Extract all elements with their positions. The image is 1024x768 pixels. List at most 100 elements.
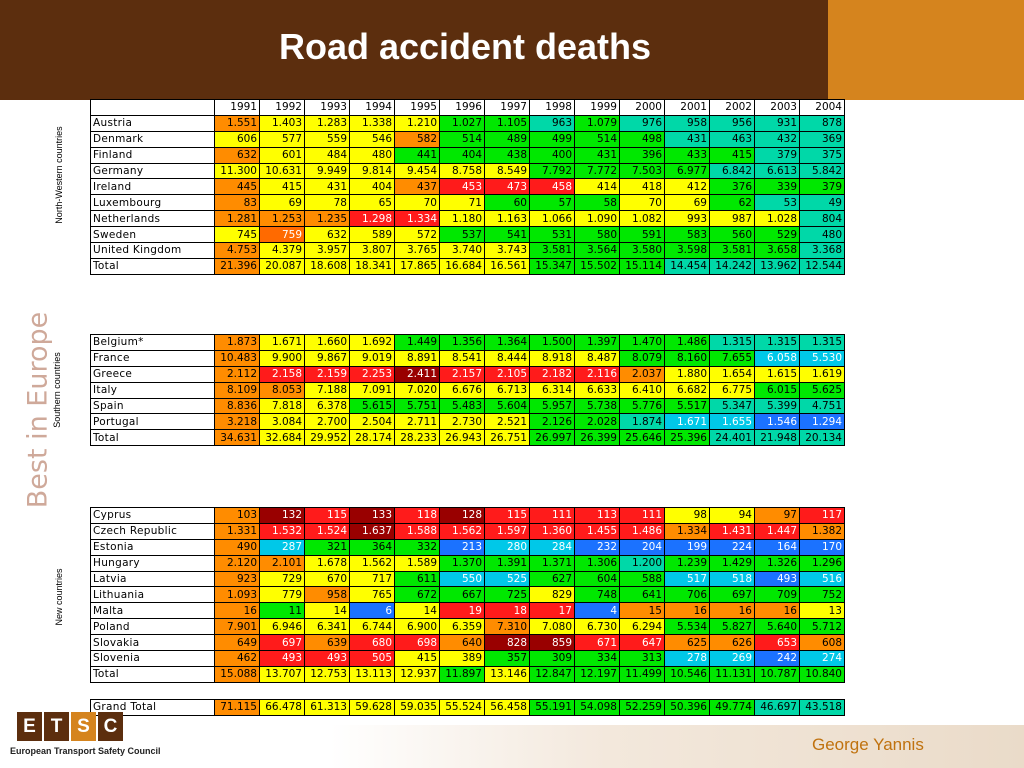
value-cell: 400: [529, 146, 575, 164]
value-cell: 1.331: [214, 522, 260, 540]
value-cell: 580: [574, 226, 620, 244]
value-cell: 17.865: [394, 257, 440, 275]
table-southern: Belgium* 1.873 1.671 1.660 1.692 1.449 1.356 1.…: [90, 334, 845, 447]
value-cell: 445: [214, 178, 260, 196]
value-cell: 10.483: [214, 349, 260, 367]
value-cell: 13.146: [484, 665, 530, 683]
country-name-cell: Total: [90, 257, 215, 275]
value-cell: 12.197: [574, 665, 620, 683]
value-cell: 1.210: [394, 114, 440, 132]
value-cell: 20.134: [799, 429, 845, 447]
value-cell: 550: [439, 570, 485, 588]
value-cell: 49.774: [709, 699, 755, 716]
value-cell: 313: [619, 650, 665, 667]
value-cell: 6.946: [259, 618, 305, 636]
value-cell: 70: [619, 194, 665, 212]
value-cell: 1.315: [799, 334, 845, 351]
table-row: Italy 8.109 8.053 7.188 7.091 7.020 6.676 6.713…: [90, 381, 845, 399]
value-cell: 364: [349, 538, 395, 556]
year-header-cell: 2001: [664, 99, 710, 116]
value-cell: 514: [439, 130, 485, 148]
value-cell: 5.751: [394, 397, 440, 415]
value-cell: 11: [259, 602, 305, 620]
value-cell: 6.359: [439, 618, 485, 636]
value-cell: 1.880: [664, 365, 710, 383]
value-cell: 213: [439, 538, 485, 556]
country-name-cell: Netherlands: [90, 210, 215, 228]
value-cell: 6: [349, 602, 395, 620]
table-row: Slovakia 649 697 639 680 698 640 828 859 671 647 62…: [90, 634, 845, 652]
year-header-cell: 1995: [394, 99, 440, 116]
value-cell: 560: [709, 226, 755, 244]
value-cell: 415: [709, 146, 755, 164]
value-cell: 2.037: [619, 365, 665, 383]
value-cell: 2.504: [349, 413, 395, 431]
value-cell: 9.900: [259, 349, 305, 367]
value-cell: 1.562: [439, 522, 485, 540]
value-cell: 2.700: [304, 413, 350, 431]
value-cell: 779: [259, 586, 305, 604]
value-cell: 117: [799, 507, 845, 524]
value-cell: 431: [664, 130, 710, 148]
value-cell: 7.310: [484, 618, 530, 636]
value-cell: 379: [799, 178, 845, 196]
value-cell: 334: [574, 650, 620, 667]
value-cell: 339: [754, 178, 800, 196]
value-cell: 437: [394, 178, 440, 196]
table-row: Belgium* 1.873 1.671 1.660 1.692 1.449 1.356 1.…: [90, 334, 845, 351]
value-cell: 1.429: [709, 554, 755, 572]
value-cell: 490: [214, 538, 260, 556]
country-name-cell: Hungary: [90, 554, 215, 572]
value-cell: 6.613: [754, 162, 800, 180]
value-cell: 16: [214, 602, 260, 620]
value-cell: 83: [214, 194, 260, 212]
value-cell: 1.671: [664, 413, 710, 431]
value-cell: 1.298: [349, 210, 395, 228]
author-name: George Yannis: [812, 735, 924, 754]
country-name-cell: Lithuania: [90, 586, 215, 604]
country-name-cell: United Kingdom: [90, 242, 215, 259]
value-cell: 59.628: [349, 699, 395, 716]
value-cell: 441: [394, 146, 440, 164]
value-cell: 7.655: [709, 349, 755, 367]
table-row: Grand Total 71.115 66.478 61.313 59.628 59.03…: [90, 699, 845, 716]
value-cell: 5.517: [664, 397, 710, 415]
country-name-cell: Estonia: [90, 538, 215, 556]
value-cell: 653: [754, 634, 800, 652]
value-cell: 56.458: [484, 699, 530, 716]
value-cell: 1.678: [304, 554, 350, 572]
value-cell: 5.827: [709, 618, 755, 636]
table-row: Portugal 3.218 3.084 2.700 2.504 2.711 2.730 2.…: [90, 413, 845, 431]
table-row: Sweden 745 759 632 589 572 537 541 531 580 591 583 5…: [90, 226, 845, 244]
value-cell: 3.581: [529, 242, 575, 259]
value-cell: 11.131: [709, 665, 755, 683]
value-cell: 170: [799, 538, 845, 556]
value-cell: 431: [574, 146, 620, 164]
value-cell: 1.338: [349, 114, 395, 132]
value-cell: 11.300: [214, 162, 260, 180]
title-bar-accent: [828, 0, 1024, 100]
value-cell: 12.937: [394, 665, 440, 683]
value-cell: 1.371: [529, 554, 575, 572]
value-cell: 463: [709, 130, 755, 148]
value-cell: 6.744: [349, 618, 395, 636]
value-cell: 3.807: [349, 242, 395, 259]
country-name-cell: Total: [90, 429, 215, 447]
value-cell: 1.281: [214, 210, 260, 228]
table-row: Czech Republic 1.331 1.532 1.524 1.637 1.588 1…: [90, 522, 845, 540]
value-cell: 1.326: [754, 554, 800, 572]
value-cell: 375: [799, 146, 845, 164]
value-cell: 2.730: [439, 413, 485, 431]
value-cell: 670: [304, 570, 350, 588]
value-cell: 931: [754, 114, 800, 132]
country-name-cell: Latvia: [90, 570, 215, 588]
value-cell: 1.660: [304, 334, 350, 351]
year-header-cell: 1993: [304, 99, 350, 116]
value-cell: 9.949: [304, 162, 350, 180]
year-header-cell: 1996: [439, 99, 485, 116]
side-watermark-text: Best in Europe: [22, 311, 54, 509]
group-label-north-western: North-Western countries: [54, 126, 64, 224]
value-cell: 62: [709, 194, 755, 212]
value-cell: 43.518: [799, 699, 845, 716]
value-cell: 50.396: [664, 699, 710, 716]
